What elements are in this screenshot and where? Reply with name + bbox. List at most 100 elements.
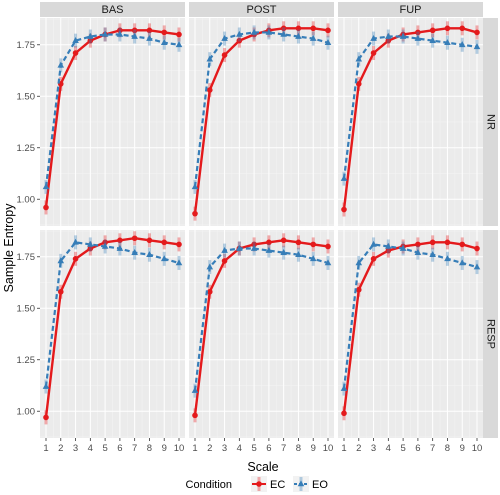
- data-point-eo: [265, 246, 273, 253]
- data-point-eo: [101, 30, 109, 37]
- data-point-eo: [458, 259, 466, 266]
- series-line-ec: [193, 239, 329, 416]
- row-strip-resp: [483, 230, 498, 438]
- data-point-eo: [309, 255, 317, 262]
- x-tick-label: 3: [73, 443, 78, 454]
- data-point-eo: [160, 39, 168, 46]
- x-tick-label: 1: [341, 443, 346, 454]
- legend-title: Condition: [186, 479, 232, 491]
- data-point-ec: [43, 204, 49, 211]
- data-point-eo: [42, 382, 50, 389]
- column-strip-label-bas: BAS: [101, 4, 123, 16]
- x-tick-label: 8: [296, 443, 301, 454]
- series-line-eo: [342, 243, 478, 389]
- data-point-ec: [161, 29, 168, 36]
- data-point-eo: [473, 263, 481, 270]
- data-point-eo: [42, 183, 50, 190]
- data-point-ec: [385, 37, 392, 44]
- legend-key-marker: [256, 481, 262, 487]
- legend-key-marker: [297, 480, 305, 487]
- data-point-eo: [87, 240, 94, 247]
- data-point-ec: [131, 27, 138, 34]
- data-point-eo: [221, 34, 228, 41]
- panels: [40, 18, 483, 438]
- row-strips: NR RESP: [483, 18, 498, 438]
- x-tick-label: 1: [43, 443, 48, 454]
- data-point-eo: [444, 255, 451, 262]
- column-strip-label-post: POST: [247, 4, 277, 16]
- data-point-eo: [370, 240, 377, 247]
- data-point-eo: [295, 251, 302, 258]
- data-point-ec: [280, 237, 287, 244]
- x-tick-label: 4: [237, 443, 242, 454]
- data-point-eo: [309, 34, 317, 41]
- column-strips: BAS POST FUP: [40, 2, 483, 17]
- data-point-ec: [117, 237, 123, 244]
- data-point-eo: [399, 244, 407, 251]
- panel-bas-nr: [40, 18, 185, 226]
- data-point-eo: [324, 39, 332, 46]
- legend-key-ec: [251, 476, 267, 492]
- data-point-ec: [176, 241, 182, 248]
- data-point-eo: [191, 183, 199, 190]
- series-line-eo: [342, 35, 478, 179]
- data-point-eo: [429, 37, 436, 43]
- data-point-eo: [280, 249, 287, 255]
- data-point-eo: [444, 39, 451, 46]
- data-point-eo: [160, 255, 168, 262]
- data-point-eo: [385, 242, 392, 249]
- x-tick-label: 9: [311, 443, 316, 454]
- data-point-ec: [87, 37, 94, 44]
- x-tick-label: 10: [323, 443, 334, 454]
- x-tick-label: 9: [162, 443, 167, 454]
- data-point-eo: [57, 61, 65, 68]
- data-point-eo: [146, 251, 153, 258]
- data-point-ec: [325, 27, 331, 34]
- data-point-ec: [429, 239, 436, 246]
- y-tick-label: 1.25: [17, 143, 36, 154]
- x-tick-label: 6: [415, 443, 420, 454]
- y-tick-label: 1.00: [17, 407, 36, 418]
- x-tick-label: 3: [222, 443, 227, 454]
- data-point-eo: [116, 30, 124, 37]
- column-strip-fup: [338, 2, 483, 17]
- data-point-ec: [310, 241, 317, 248]
- data-point-eo: [295, 32, 302, 39]
- x-tick-label: 7: [281, 443, 286, 454]
- x-tick-label: 4: [386, 443, 391, 454]
- x-axis: 1 2 3 4 5 6 7 8 9 10 1 2 3 4 5 6 7 8 9 10 1 2 3 4 5 6 7 8 9 10: [43, 438, 482, 454]
- data-point-eo: [146, 34, 153, 41]
- column-strip-bas: [40, 2, 185, 17]
- data-point-ec: [459, 241, 466, 248]
- data-point-ec: [176, 31, 182, 38]
- x-tick-label: 3: [371, 443, 376, 454]
- series-ec: [43, 231, 182, 425]
- data-point-eo: [399, 32, 407, 39]
- data-point-ec: [161, 239, 168, 246]
- data-point-eo: [473, 43, 481, 50]
- data-point-eo: [206, 263, 214, 270]
- x-tick-label: 8: [445, 443, 450, 454]
- data-point-ec: [72, 256, 79, 262]
- data-point-ec: [444, 25, 451, 32]
- y-tick-label: 1.25: [17, 355, 36, 366]
- legend: Condition EC EO: [186, 476, 328, 492]
- data-point-eo: [191, 387, 199, 393]
- data-point-ec: [146, 27, 153, 34]
- data-point-ec: [295, 239, 302, 246]
- data-point-eo: [280, 30, 287, 37]
- data-point-eo: [101, 242, 109, 249]
- data-point-ec: [325, 243, 331, 250]
- data-point-eo: [175, 259, 183, 266]
- data-point-eo: [355, 55, 363, 62]
- y-tick-label: 1.75: [17, 40, 36, 51]
- legend-key-eo: [293, 476, 309, 492]
- data-point-ec: [236, 37, 243, 44]
- series-line-eo: [193, 31, 329, 187]
- data-point-ec: [474, 245, 480, 252]
- legend-label-ec: EC: [270, 479, 285, 491]
- data-point-ec: [385, 247, 392, 254]
- x-tick-label: 9: [460, 443, 465, 454]
- data-point-eo: [250, 28, 258, 35]
